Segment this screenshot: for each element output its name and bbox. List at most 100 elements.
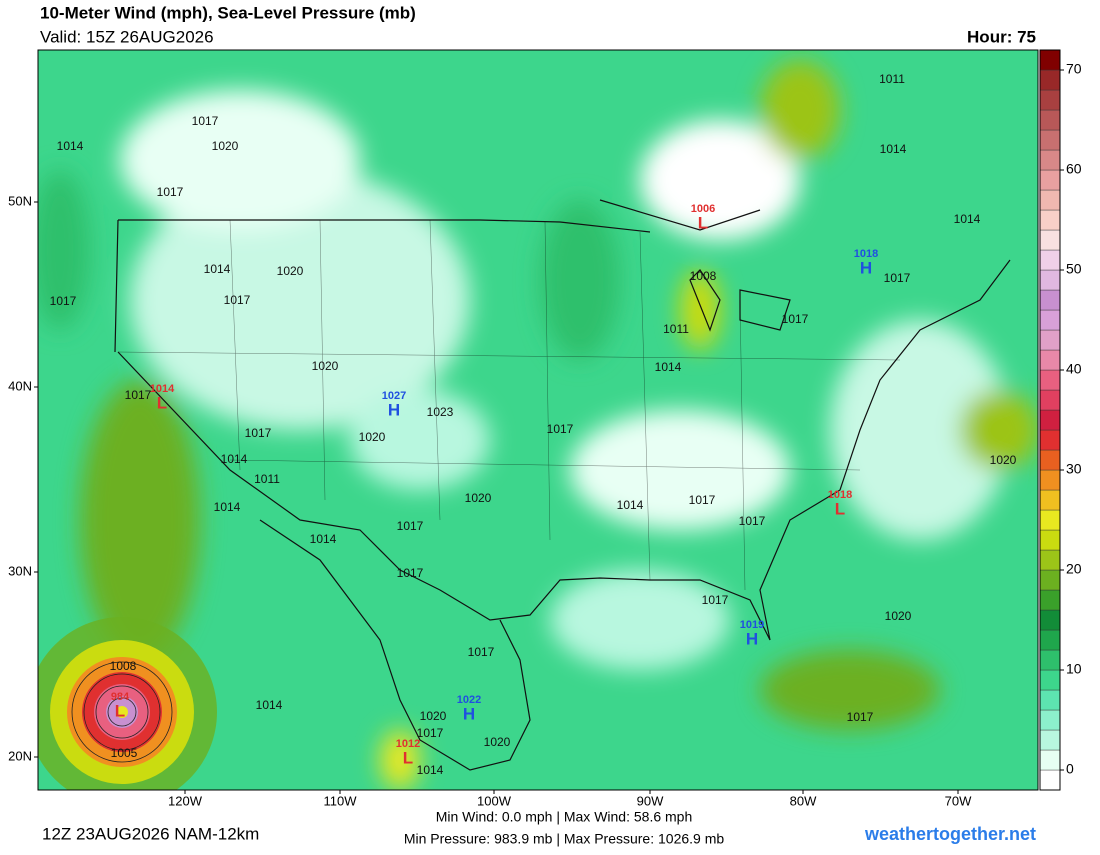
colorbar-segment — [1039, 269, 1061, 291]
colorbar-segment — [1039, 129, 1061, 151]
isobar-label: 1023 — [427, 405, 454, 419]
colorbar-segment — [1039, 429, 1061, 451]
colorbar-segment — [1039, 569, 1061, 591]
isobar-label: 1014 — [204, 262, 231, 276]
isobar-label: 1020 — [885, 609, 912, 623]
isobar-label: 1005 — [111, 746, 138, 760]
isobar-label: 1017 — [125, 388, 152, 402]
colorbar-segment — [1039, 529, 1061, 551]
isobar-label: 1020 — [212, 139, 239, 153]
center-letter: H — [746, 629, 758, 648]
colorbar-tick-label: 30 — [1066, 461, 1082, 477]
colorbar-segment — [1039, 689, 1061, 711]
colorbar-segment — [1039, 209, 1061, 231]
center-pressure: 1019 — [740, 619, 764, 631]
model-run: 12Z 23AUG2026 NAM-12km — [42, 824, 259, 843]
colorbar-segment — [1039, 249, 1061, 271]
colorbar-segment — [1039, 109, 1061, 131]
center-pressure: 1022 — [457, 694, 481, 706]
isobar-label: 1008 — [690, 269, 717, 283]
title: 10-Meter Wind (mph), Sea-Level Pressure … — [40, 3, 416, 22]
colorbar-tick-label: 20 — [1066, 561, 1082, 577]
colorbar-segment — [1039, 149, 1061, 171]
isobar-label: 1017 — [417, 726, 444, 740]
isobar-label: 1017 — [702, 593, 729, 607]
isobar-label: 1017 — [847, 710, 874, 724]
site-credit: weathertogether.net — [864, 824, 1036, 844]
isobar-label: 1017 — [192, 114, 219, 128]
isobar-label: 1017 — [224, 293, 251, 307]
colorbar: 0 10 20 30 40 50 60 70 — [1039, 49, 1082, 791]
center-pressure: 1018 — [828, 489, 852, 501]
isobar-label: 1020 — [277, 264, 304, 278]
isobar-label: 1014 — [954, 212, 981, 226]
isobar-label: 1014 — [880, 142, 907, 156]
colorbar-segment — [1039, 729, 1061, 751]
isobar-label: 1017 — [689, 493, 716, 507]
colorbar-tick-label: 10 — [1066, 661, 1082, 677]
center-letter: H — [860, 258, 872, 277]
colorbar-segment — [1039, 189, 1061, 211]
map-frame — [37, 49, 1039, 791]
colorbar-segment — [1039, 469, 1061, 491]
colorbar-frame — [1039, 49, 1061, 791]
wind-field — [38, 60, 1038, 790]
center-letter: L — [157, 393, 167, 412]
colorbar-segment — [1039, 289, 1061, 311]
hurricane — [38, 617, 217, 790]
isobar-label: 1008 — [110, 659, 137, 673]
center-pressure: 984 — [111, 691, 130, 703]
colorbar-segment — [1039, 89, 1061, 111]
colorbar-tick-label: 50 — [1066, 261, 1082, 277]
center-letter: L — [403, 748, 413, 767]
isobar-label: 1014 — [214, 500, 241, 514]
isobar-label: 1017 — [50, 294, 77, 308]
colorbar-segment — [1039, 389, 1061, 411]
colorbar-segment — [1039, 769, 1061, 791]
center-pressure: 1018 — [854, 248, 878, 260]
colorbar-segment — [1039, 449, 1061, 471]
isobar-label: 1014 — [221, 452, 248, 466]
isobar-label: 1020 — [990, 453, 1017, 467]
isobar-label: 1017 — [468, 645, 495, 659]
colorbar-segment — [1039, 329, 1061, 351]
colorbar-segment — [1039, 349, 1061, 371]
center-pressure: 1014 — [150, 383, 175, 395]
isobar-label: 1014 — [310, 532, 337, 546]
colorbar-segment — [1039, 229, 1061, 251]
isobar-label: 1014 — [617, 498, 644, 512]
isobar-label: 1020 — [420, 709, 447, 723]
center-pressure: 1012 — [396, 738, 420, 750]
lat-label: 20N — [8, 748, 32, 763]
colorbar-segment — [1039, 649, 1061, 671]
colorbar-segment — [1039, 549, 1061, 571]
colorbar-segment — [1039, 309, 1061, 331]
center-letter: H — [463, 704, 475, 723]
isobar-label: 1017 — [157, 185, 184, 199]
colorbar-segment — [1039, 509, 1061, 531]
pressure-range: Min Pressure: 983.9 mb | Max Pressure: 1… — [404, 831, 725, 847]
center-letter: L — [115, 701, 125, 720]
isobar-label: 1020 — [359, 430, 386, 444]
colorbar-segment — [1039, 49, 1061, 71]
colorbar-segment — [1039, 749, 1061, 771]
isobar-label: 1017 — [245, 426, 272, 440]
lon-label: 70W — [945, 793, 972, 808]
colorbar-segment — [1039, 369, 1061, 391]
colorbar-segment — [1039, 589, 1061, 611]
center-letter: L — [835, 499, 845, 518]
colorbar-segment — [1039, 709, 1061, 731]
lon-label: 100W — [477, 793, 512, 808]
lat-label: 30N — [8, 563, 32, 578]
colorbar-segment — [1039, 669, 1061, 691]
lon-label: 110W — [324, 793, 358, 808]
isobar-label: 1017 — [397, 519, 424, 533]
lon-label: 90W — [637, 793, 664, 808]
center-pressure: 1027 — [382, 390, 406, 402]
colorbar-segment — [1039, 609, 1061, 631]
isobar-label: 1014 — [417, 763, 444, 777]
